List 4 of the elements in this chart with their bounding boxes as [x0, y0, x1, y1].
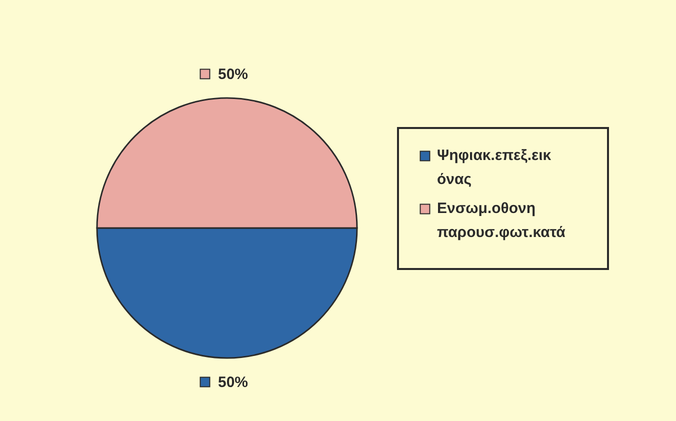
legend-label: Ψηφιακ.επεξ.εικόνας — [437, 147, 552, 188]
data-label: 50% — [218, 66, 248, 83]
legend-label: Ενσωμ.οθονη παρουσ.φωτ.κατά — [437, 200, 566, 241]
data-label: 50% — [218, 374, 248, 391]
